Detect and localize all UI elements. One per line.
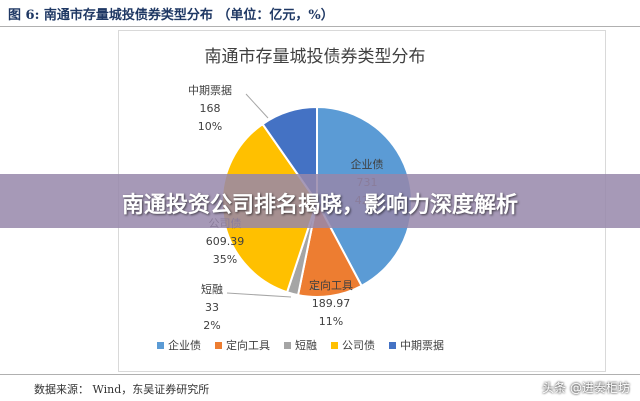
figure-footer: 数据来源： Wind，东吴证券研究所 头条 @进奏柜坊 bbox=[0, 374, 640, 401]
leader-line bbox=[245, 93, 269, 119]
headline-banner: 南通投资公司排名揭晓，影响力深度解析 bbox=[0, 174, 640, 228]
leader-line bbox=[226, 292, 292, 298]
legend-label: 中期票据 bbox=[400, 338, 444, 352]
slice-label-percent: 35% bbox=[213, 253, 237, 266]
legend-swatch bbox=[284, 342, 291, 349]
leader-line bbox=[313, 287, 320, 290]
slice-label-name: 短融 bbox=[201, 282, 223, 296]
chart-title: 南通市存量城投债券类型分布 bbox=[205, 47, 426, 67]
leader-lines bbox=[226, 93, 320, 298]
data-source: 数据来源： Wind，东吴证券研究所 bbox=[34, 383, 210, 396]
slice-label-name: 企业债 bbox=[351, 157, 384, 171]
legend: 企业债 定向工具 短融 公司债 中期票据 bbox=[157, 338, 444, 352]
slice-label-value: 168 bbox=[200, 102, 221, 115]
headline-text: 南通投资公司排名揭晓，影响力深度解析 bbox=[121, 193, 518, 218]
legend-swatch bbox=[215, 342, 222, 349]
legend-swatch bbox=[389, 342, 396, 349]
legend-label: 短融 bbox=[295, 338, 317, 352]
slice-label-name: 中期票据 bbox=[188, 83, 232, 97]
figure-caption: 图 6: 南通市存量城投债券类型分布 （单位：亿元，%） bbox=[8, 8, 334, 23]
legend-label: 公司债 bbox=[342, 338, 375, 352]
slice-label-percent: 2% bbox=[203, 319, 220, 332]
figure-header: 图 6: 南通市存量城投债券类型分布 （单位：亿元，%） bbox=[0, 0, 640, 27]
slice-label-value: 609.39 bbox=[206, 235, 245, 248]
slice-label-value: 33 bbox=[205, 301, 219, 314]
legend-swatch bbox=[331, 342, 338, 349]
slice-label-value: 189.97 bbox=[312, 297, 351, 310]
legend-label: 企业债 bbox=[168, 338, 201, 352]
watermark: 头条 @进奏柜坊 bbox=[542, 381, 630, 395]
slice-label-percent: 11% bbox=[319, 315, 343, 328]
slice-label-name: 定向工具 bbox=[309, 278, 353, 292]
legend-swatch bbox=[157, 342, 164, 349]
slice-label-percent: 10% bbox=[198, 120, 222, 133]
legend-label: 定向工具 bbox=[226, 338, 270, 352]
